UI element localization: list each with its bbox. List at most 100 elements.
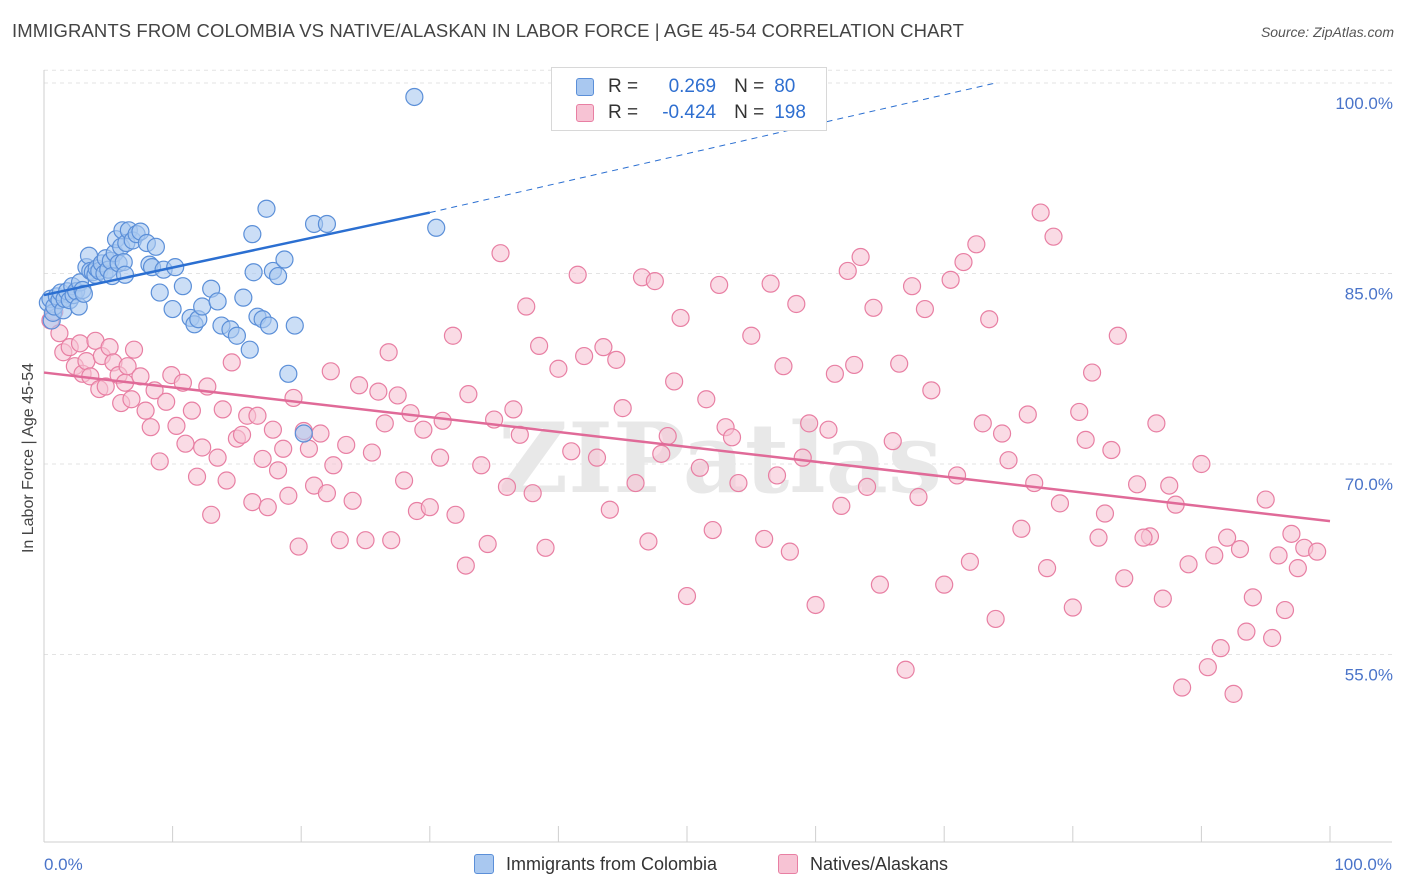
bottom-legend-natives: Natives/Alaskans xyxy=(778,852,948,876)
data-point xyxy=(244,263,263,282)
data-point xyxy=(626,473,645,493)
data-point xyxy=(443,326,463,345)
data-point xyxy=(1192,454,1211,474)
data-point xyxy=(294,424,313,443)
data-point xyxy=(915,299,935,319)
data-point xyxy=(253,449,272,469)
data-point xyxy=(456,556,475,575)
data-point xyxy=(388,386,407,405)
data-point xyxy=(258,498,277,517)
data-point xyxy=(587,448,607,467)
data-point xyxy=(504,400,523,419)
data-point xyxy=(870,575,890,594)
data-point xyxy=(362,443,382,462)
data-point xyxy=(645,272,664,291)
data-point xyxy=(1082,363,1102,382)
data-point xyxy=(697,390,716,409)
data-point xyxy=(405,87,424,107)
data-point xyxy=(1173,678,1192,697)
data-point xyxy=(1237,622,1256,641)
chart-source: Source: ZipAtlas.com xyxy=(1260,24,1394,40)
data-point xyxy=(857,477,877,496)
data-point xyxy=(1179,555,1198,574)
legend-r-value: -0.424 xyxy=(662,102,717,123)
data-point xyxy=(973,414,992,433)
data-point xyxy=(274,439,293,458)
data-point xyxy=(1275,600,1295,620)
data-point xyxy=(883,432,902,451)
data-point xyxy=(838,261,857,281)
data-point xyxy=(263,420,283,439)
data-point xyxy=(1102,440,1121,460)
data-point xyxy=(947,466,967,485)
data-point xyxy=(780,542,799,561)
data-point xyxy=(394,471,414,490)
trend-line-colombia-extension xyxy=(429,82,996,214)
data-point xyxy=(902,277,922,296)
data-point xyxy=(1160,476,1179,495)
data-point xyxy=(77,352,96,371)
data-point xyxy=(935,575,954,594)
watermark: ZIPatlas xyxy=(498,402,942,515)
data-point xyxy=(639,532,658,551)
data-point xyxy=(100,338,119,357)
data-point xyxy=(150,283,169,302)
data-point xyxy=(568,265,587,284)
data-point xyxy=(122,390,141,409)
series-immigrants-colombia xyxy=(38,87,446,443)
data-point xyxy=(118,357,137,376)
data-point xyxy=(1230,539,1250,559)
y-tick-label: 100.0% xyxy=(1335,94,1393,113)
trend-line-colombia xyxy=(43,211,431,297)
data-point xyxy=(1269,546,1288,565)
data-point xyxy=(1263,628,1282,648)
trend-line-natives xyxy=(43,371,1331,523)
data-point xyxy=(1063,598,1082,617)
bottom-legend-label: Immigrants from Colombia xyxy=(506,853,718,874)
data-point xyxy=(208,448,227,467)
data-point xyxy=(356,531,375,550)
data-point xyxy=(433,411,452,430)
data-point xyxy=(420,498,439,517)
data-point xyxy=(375,414,394,433)
bottom-legend-swatch-blue xyxy=(474,854,494,874)
data-point xyxy=(259,316,279,335)
data-point xyxy=(986,609,1005,629)
legend-n-value: 198 xyxy=(774,102,806,123)
data-point xyxy=(1147,414,1166,433)
data-point xyxy=(1076,430,1095,449)
data-point xyxy=(187,467,207,486)
data-point xyxy=(163,299,182,319)
data-point xyxy=(800,414,819,433)
data-point xyxy=(141,418,160,437)
data-point xyxy=(1025,473,1044,493)
data-point xyxy=(613,399,632,418)
data-point xyxy=(1134,528,1153,547)
data-point xyxy=(1211,639,1230,658)
y-tick-label: 85.0% xyxy=(1345,285,1393,304)
data-point xyxy=(173,277,192,296)
legend-stats: R = 0.269 N = 80 R = -0.424 N = 198 xyxy=(551,67,827,131)
data-point xyxy=(864,298,883,317)
data-point xyxy=(594,338,613,357)
data-point xyxy=(222,353,241,372)
legend-r-value: 0.269 xyxy=(668,76,717,97)
data-point xyxy=(330,531,349,550)
data-point xyxy=(157,392,176,411)
data-point xyxy=(150,452,169,471)
data-point xyxy=(793,448,812,467)
data-point xyxy=(600,500,619,519)
data-point xyxy=(217,471,236,490)
x-tick-label-max: 100.0% xyxy=(1334,855,1392,874)
data-point xyxy=(761,274,780,293)
data-point xyxy=(536,538,555,557)
data-point xyxy=(279,364,298,383)
data-point xyxy=(980,310,999,329)
data-point xyxy=(227,326,246,345)
data-point xyxy=(279,486,298,505)
data-point xyxy=(234,288,253,307)
data-point xyxy=(825,364,844,383)
data-point xyxy=(549,359,568,378)
data-point xyxy=(890,354,909,373)
